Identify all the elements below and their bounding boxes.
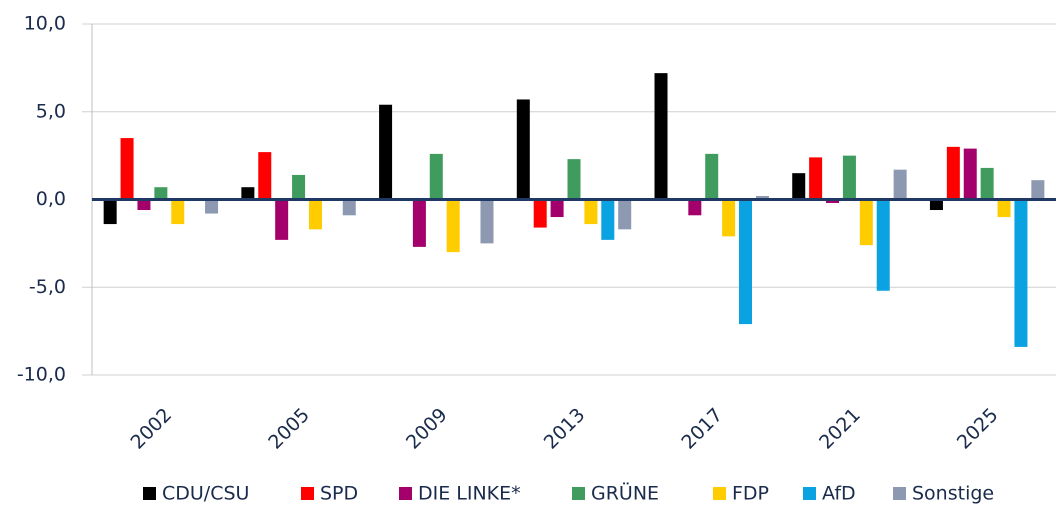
bar [241,187,255,200]
bar [809,157,823,200]
legend-label: SPD [320,483,358,505]
bar [859,199,873,246]
bar [412,199,426,247]
legend-label: FDP [732,483,769,505]
x-tick-label: 2025 [953,404,1003,454]
bar [171,199,185,225]
y-tick-label: -5,0 [29,276,66,298]
bar [258,152,272,200]
y-tick-label: -10,0 [17,364,66,386]
bar [929,199,943,211]
y-tick-label: 10,0 [24,13,66,35]
x-tick-label: 2013 [540,404,590,454]
legend-swatch [893,487,906,500]
legend-label: Sonstige [912,483,994,505]
bar [567,159,581,200]
bar [1014,199,1028,347]
x-tick-label: 2009 [402,404,452,454]
legend-swatch [143,487,156,500]
bar [584,199,598,225]
legend-swatch [572,487,585,500]
bar [275,199,289,240]
bar [480,199,494,244]
x-tick-label: 2021 [815,404,865,454]
bar [103,199,117,225]
legend-swatch [803,487,816,500]
bar [379,104,393,200]
bar [516,99,530,200]
legend-label: GRÜNE [591,482,659,505]
bar [308,199,322,230]
bar [842,155,856,200]
bar [963,148,977,200]
bar [688,199,702,216]
bar [154,187,168,200]
bar [826,199,840,204]
bar [739,199,753,325]
legend-swatch [713,487,726,500]
bar [654,73,668,200]
y-tick-label: 5,0 [36,100,66,122]
legend-label: CDU/CSU [162,483,249,505]
legend-label: DIE LINKE* [418,483,521,505]
x-tick-label: 2017 [677,404,727,454]
bar [755,195,769,200]
bar [722,199,736,237]
bar [550,199,564,218]
bar [946,146,960,200]
bar [980,167,994,200]
bar [601,199,615,240]
bar [1031,180,1045,200]
bar [292,174,306,200]
bar [137,199,151,211]
bar [342,199,356,216]
x-tick-label: 2005 [264,404,314,454]
bar [429,153,443,200]
bar [533,199,547,228]
bar [446,199,460,253]
y-tick-label: 0,0 [36,188,66,210]
legend-swatch [301,487,314,500]
bar [205,199,219,214]
bar [997,199,1011,218]
bar [120,138,134,200]
bar [618,199,632,230]
legend-label: AfD [822,483,856,505]
bar [792,173,806,200]
legend-swatch [399,487,412,500]
bar [893,169,907,200]
x-tick-label: 2002 [127,404,177,454]
bar [705,153,719,200]
bar [876,199,890,291]
